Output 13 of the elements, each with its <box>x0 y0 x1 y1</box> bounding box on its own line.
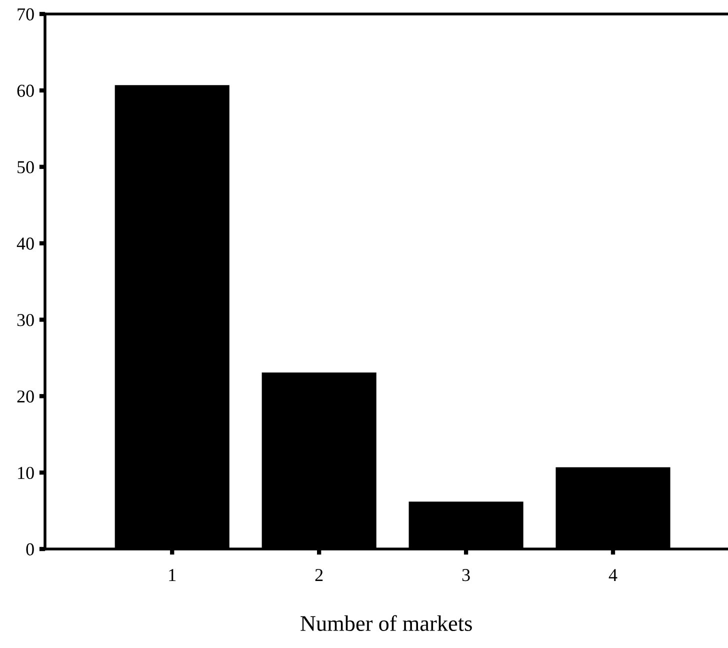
y-tick-label: 50 <box>18 161 34 174</box>
y-tick-label: 10 <box>18 466 34 480</box>
y-tick-label: 70 <box>18 8 34 20</box>
x-tick-label: 4 <box>608 569 618 581</box>
y-tick-label: 0 <box>26 543 34 556</box>
x-axis-title: Number of markets <box>300 615 472 632</box>
x-tick-label: 1 <box>169 569 176 581</box>
y-tick-label: 20 <box>17 390 34 403</box>
x-tick-label: 2 <box>315 569 323 581</box>
x-tick-label: 3 <box>462 569 470 582</box>
y-tick-label: 40 <box>16 238 34 250</box>
y-tick-label: 60 <box>17 84 34 97</box>
y-tick-label: 30 <box>17 314 34 326</box>
